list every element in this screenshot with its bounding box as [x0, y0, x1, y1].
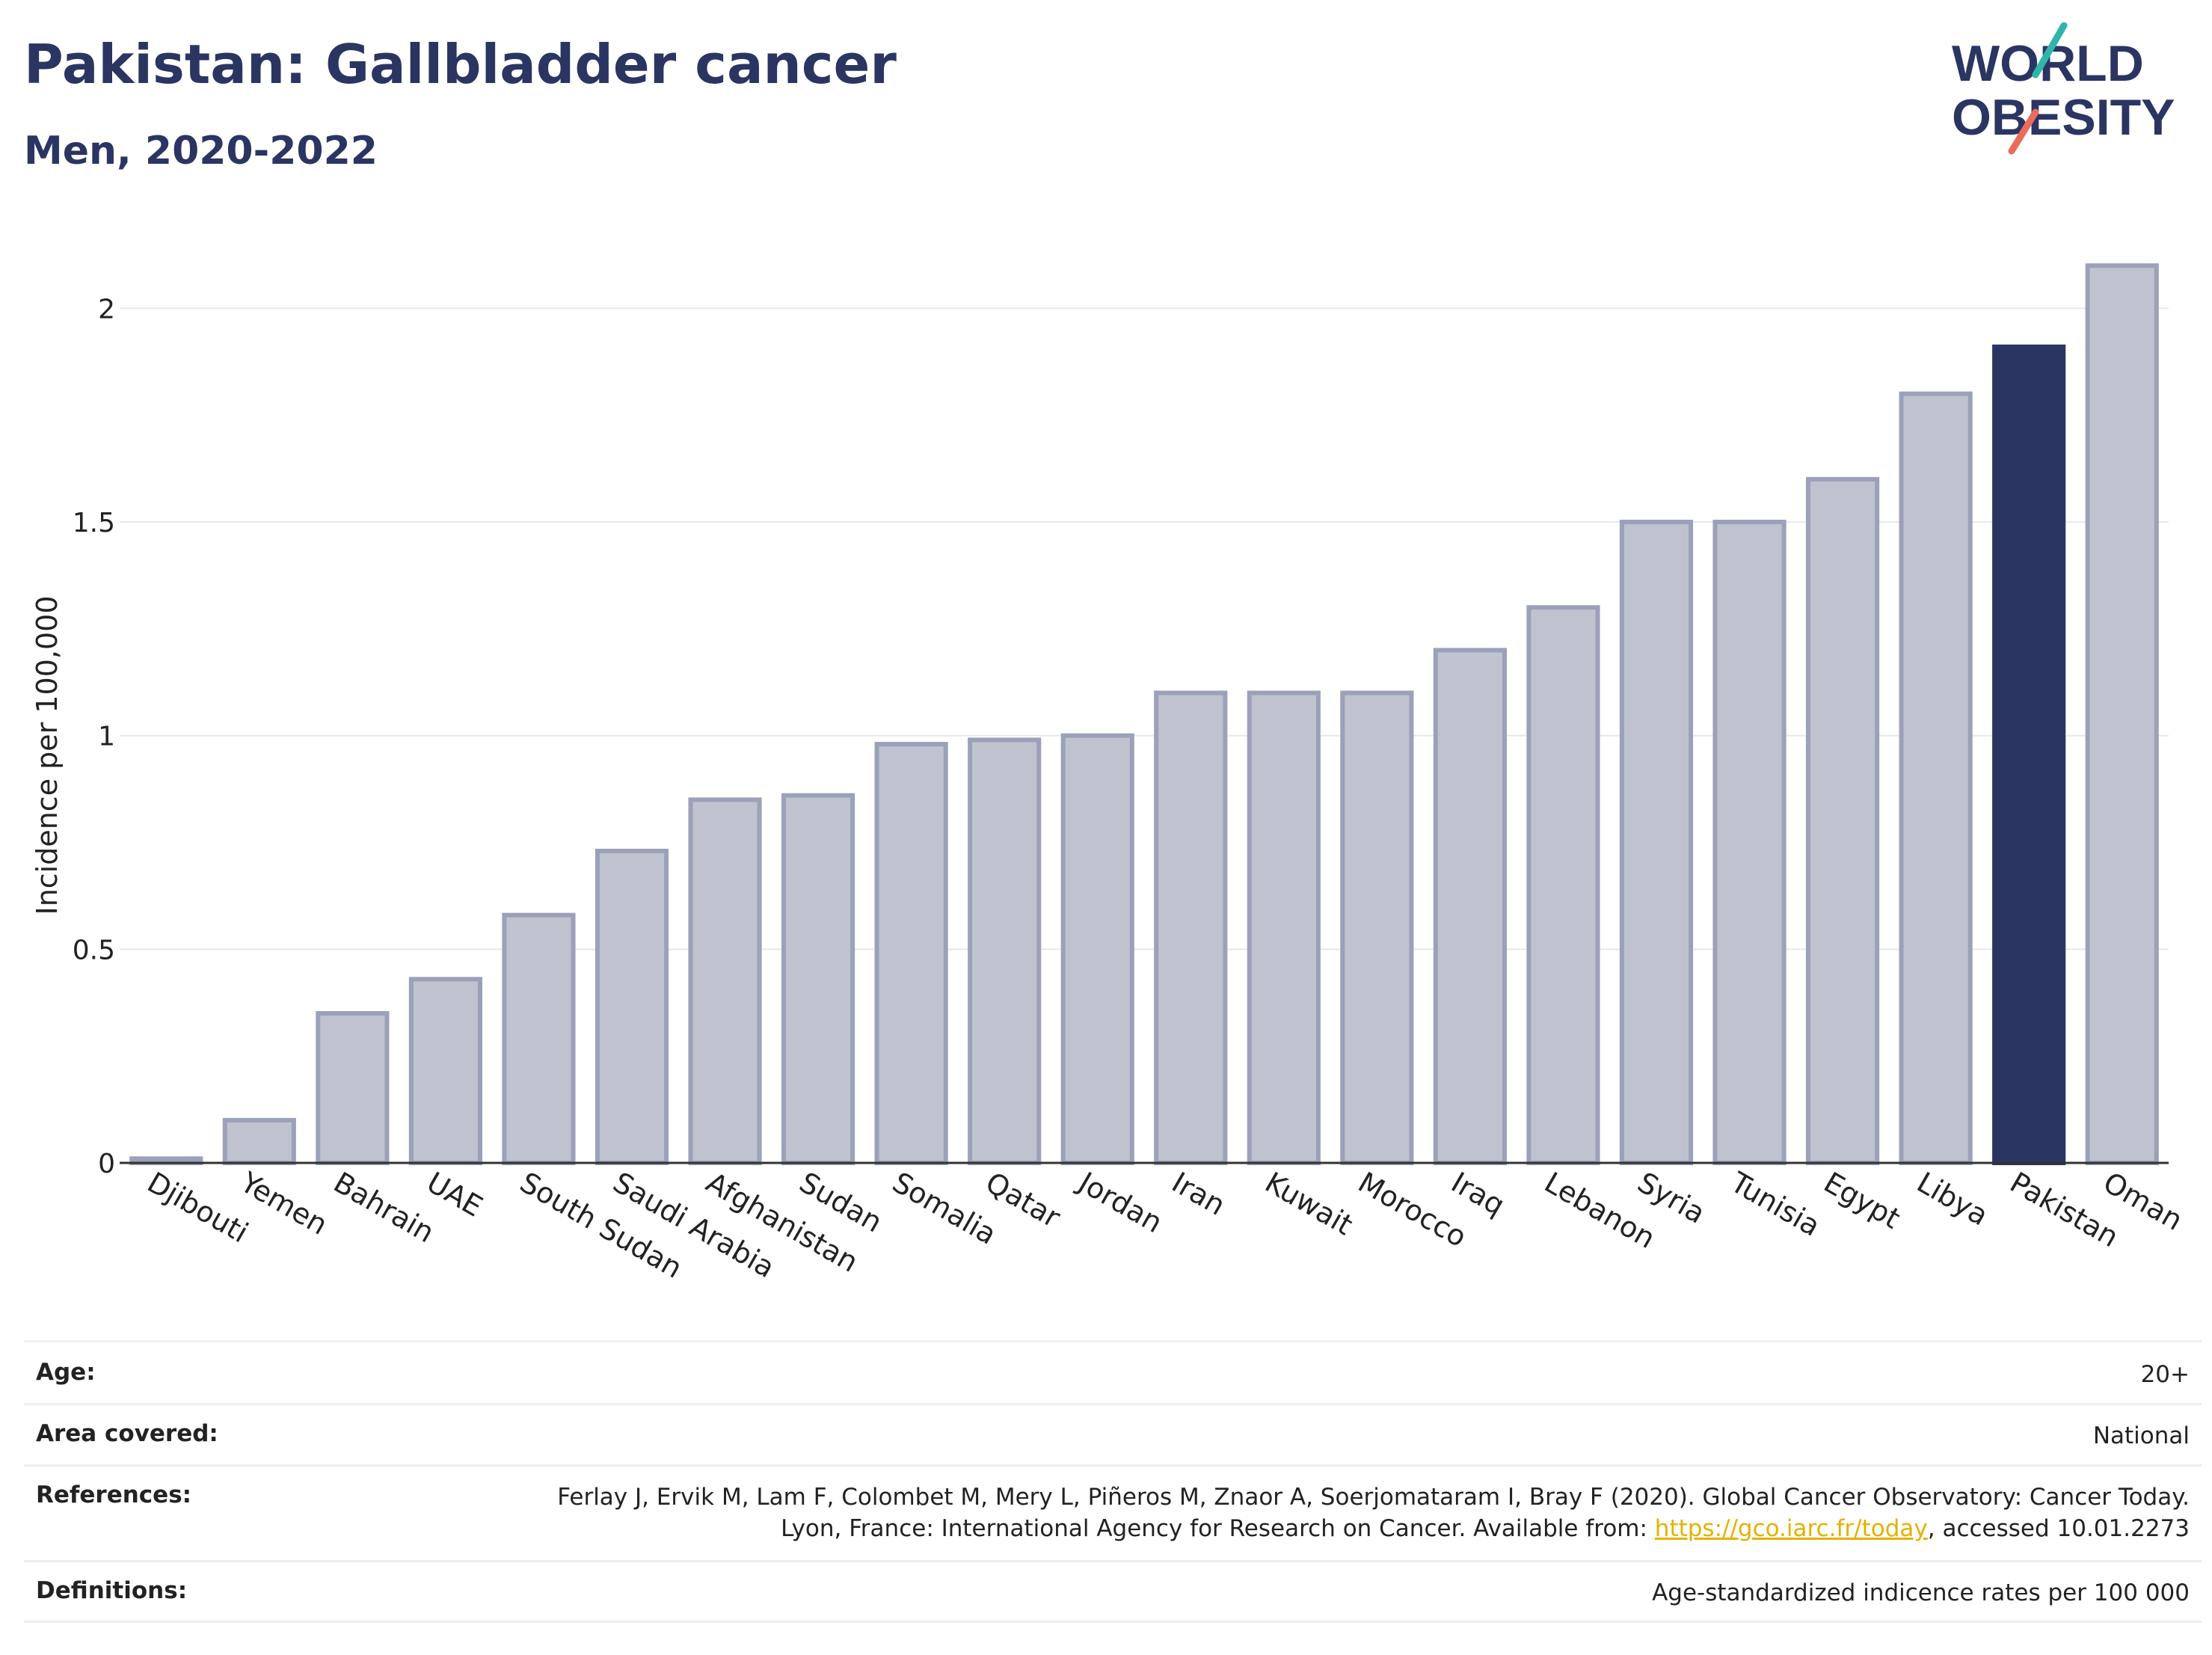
chart-subtitle: Men, 2020-2022 — [24, 129, 378, 174]
meta-value-definitions: Age-standardized indicence rates per 100… — [1652, 1579, 2190, 1606]
x-tick-label: Iraq — [1446, 1166, 1510, 1222]
logo-slash-teal — [2032, 22, 2068, 79]
logo-line2: OBESITY — [1952, 89, 2175, 146]
bar-bahrain — [316, 1011, 390, 1165]
x-tick-label: Jordan — [1072, 1165, 1167, 1240]
x-tick-label: UAE — [421, 1166, 488, 1223]
bar-pakistan — [1992, 344, 2066, 1166]
bar-syria — [1619, 519, 1694, 1165]
bar-oman — [2085, 263, 2159, 1165]
x-tick-label: Egypt — [1819, 1166, 1906, 1235]
meta-label-references: References: — [36, 1481, 192, 1508]
bar-kuwait — [1247, 690, 1321, 1165]
bar-tunisia — [1712, 519, 1787, 1165]
bar-afghanistan — [688, 797, 762, 1166]
bar-morocco — [1340, 690, 1414, 1165]
y-tick-label: 1.5 — [73, 508, 115, 538]
x-tick-label: Somalia — [887, 1166, 1002, 1251]
logo-slash-red — [2008, 108, 2039, 155]
meta-row-definitions: Definitions: Age-standardized indicence … — [24, 1560, 2202, 1623]
x-tick-label: Yemen — [234, 1165, 333, 1241]
meta-row-age: Age: 20+ — [24, 1340, 2202, 1403]
x-tick-label: Libya — [1911, 1166, 1994, 1232]
bar-south-sudan — [502, 912, 576, 1166]
x-tick-label: Iran — [1167, 1166, 1231, 1222]
bar-libya — [1899, 391, 1973, 1166]
x-tick-label: Tunisia — [1724, 1165, 1825, 1243]
bar-sudan — [781, 793, 855, 1166]
meta-label-definitions: Definitions: — [36, 1577, 188, 1604]
x-tick-label: Kuwait — [1259, 1166, 1358, 1242]
meta-value-references: Ferlay J, Ervik M, Lam F, Colombet M, Me… — [544, 1481, 2202, 1544]
metadata-table: Age: 20+ Area covered: National Referenc… — [24, 1340, 2202, 1623]
meta-label-age: Age: — [36, 1359, 96, 1386]
y-tick-label: 0 — [98, 1149, 115, 1179]
reference-link[interactable]: https://gco.iarc.fr/today — [1654, 1515, 1928, 1542]
meta-value-area: National — [2092, 1422, 2190, 1449]
y-tick-label: 0.5 — [73, 935, 115, 965]
meta-row-area: Area covered: National — [24, 1403, 2202, 1464]
logo-line1: WORLD — [1952, 35, 2144, 92]
bar-qatar — [968, 737, 1042, 1165]
y-tick-label: 1 — [98, 722, 115, 752]
x-tick-label: Djibouti — [142, 1166, 254, 1250]
bar-yemen — [222, 1117, 296, 1166]
y-tick-labels: 0 0.5 1 1.5 2 — [73, 294, 115, 1179]
meta-label-area: Area covered: — [36, 1420, 218, 1447]
meta-value-age: 20+ — [2140, 1361, 2190, 1388]
reference-accessed: , accessed 10.01.2273 — [1927, 1515, 2190, 1542]
bar-lebanon — [1526, 605, 1600, 1165]
y-axis-label: Incidence per 100,000 — [31, 595, 64, 915]
meta-row-references: References: Ferlay J, Ervik M, Lam F, Co… — [24, 1464, 2202, 1560]
y-tick-label: 2 — [98, 294, 115, 325]
world-obesity-logo: WORLD OBESITY — [1952, 22, 2175, 155]
bar-egypt — [1806, 476, 1880, 1165]
chart-title: Pakistan: Gallbladder cancer — [24, 33, 897, 96]
x-tick-label: Bahrain — [328, 1166, 440, 1250]
bar-uae — [408, 977, 482, 1165]
reference-text: Ferlay J, Ervik M, Lam F, Colombet M, Me… — [557, 1484, 2190, 1542]
bar-iraq — [1433, 648, 1507, 1165]
bar-somalia — [874, 742, 948, 1165]
bars — [129, 263, 2159, 1166]
bar-iran — [1154, 690, 1228, 1165]
bar-jordan — [1060, 733, 1134, 1165]
bar-saudi-arabia — [595, 848, 669, 1165]
